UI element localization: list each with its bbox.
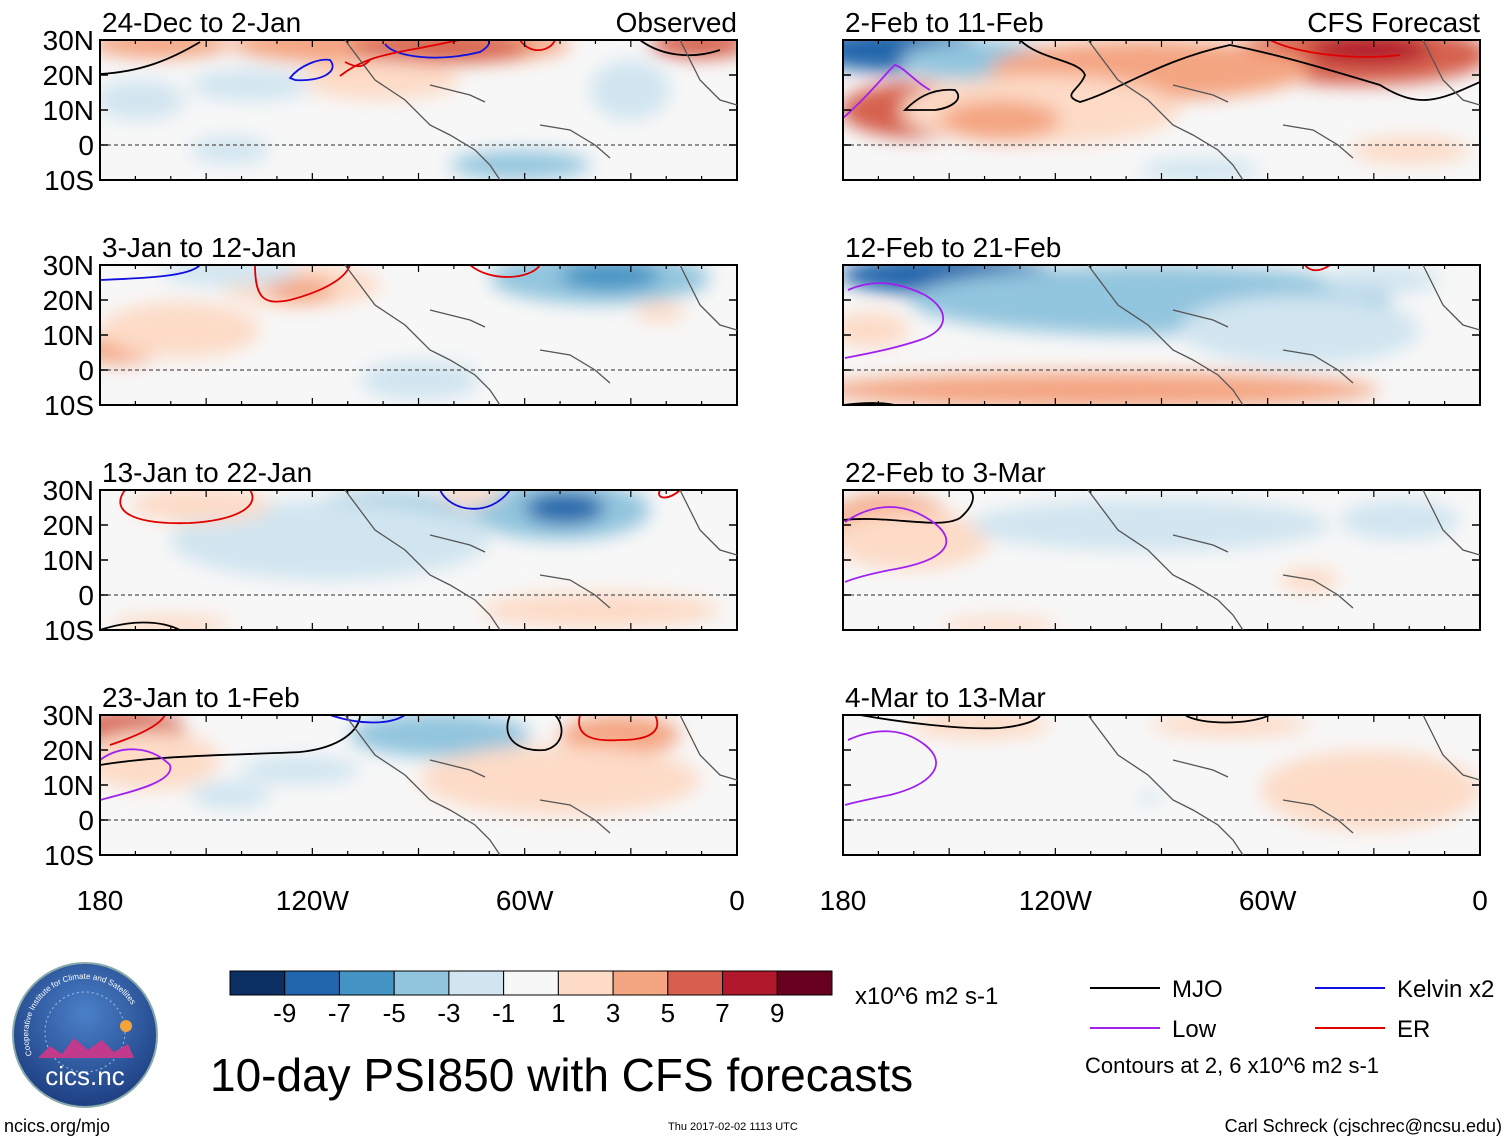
coastline [344,715,737,855]
cics-logo: Cooperative Institute for Climate and Sa… [12,962,158,1108]
legend-label: Kelvin x2 [1397,976,1494,1003]
y-tick-label: 20N [43,735,94,766]
footer-author: Carl Schreck (cjschrec@ncsu.edu) [1224,1116,1502,1136]
panel-label: 12-Feb to 21-Feb [845,232,1061,263]
panel-22feb-3mar [842,489,1481,631]
colorbar-swatch [338,970,395,996]
y-tick-label: 20N [43,285,94,316]
y-tick-label: 10N [43,320,94,351]
y-tick-label: 0 [78,805,94,836]
panel-12feb-21feb [842,264,1481,406]
colorbar-swatch [448,970,505,996]
coastline [344,265,737,405]
coastline [344,490,737,630]
colorbar-swatch [667,970,724,996]
panel-24dec-2jan [99,39,738,181]
main-title: 10-day PSI850 with CFS forecasts [210,1049,914,1101]
x-tick-label: 120W [1019,885,1093,916]
colorbar-swatch [557,970,614,996]
x-tick-label: 0 [729,885,745,916]
colorbar-tick-label: 7 [715,998,729,1028]
colorbar-swatch [503,970,559,996]
colorbar-swatch [776,970,833,996]
colorbar-tick-label: -1 [492,998,515,1028]
x-tick-label: 180 [77,885,124,916]
y-tick-label: 10N [43,545,94,576]
colorbar-tick-label: -5 [383,998,406,1028]
y-tick-label: 10S [44,615,94,646]
column-title: CFS Forecast [1307,7,1480,38]
y-tick-label: 10S [44,840,94,871]
colorbar: -9 -7 -5 -3 -1 1 3 5 7 9 [229,970,833,1028]
panel-3jan-12jan [99,264,738,406]
legend-label: Low [1172,1016,1217,1043]
colorbar-tick-label: 5 [661,998,675,1028]
y-tick-label: 10S [44,165,94,196]
colorbar-units: x10^6 m2 s-1 [855,983,999,1010]
coastline [344,40,737,180]
coastline [1087,490,1480,630]
y-tick-label: 20N [43,510,94,541]
panel-label: 24-Dec to 2-Jan [102,7,301,38]
coastline [1087,265,1480,405]
y-tick-label: 30N [43,475,94,506]
y-tick-label: 30N [43,700,94,731]
colorbar-tick-label: 9 [770,998,784,1028]
x-tick-label: 180 [820,885,867,916]
legend-label: ER [1397,1016,1430,1043]
legend: MJO Kelvin x2 Low ER [1090,976,1494,1043]
colorbar-tick-label: 3 [606,998,620,1028]
colorbar-swatch [393,970,450,996]
panel-4mar-13mar [842,714,1481,856]
logo-text: cics.nc [45,1061,124,1091]
colorbar-swatch [612,970,669,996]
coastline [1087,715,1480,855]
panel-23jan-1feb [99,714,738,856]
x-tick-label: 60W [1239,885,1297,916]
colorbar-tick-label: -9 [273,998,296,1028]
footer-timestamp: Thu 2017-02-02 1113 UTC [668,1121,798,1133]
panel-label: 2-Feb to 11-Feb [845,7,1044,38]
colorbar-swatch [229,970,286,996]
panel-2feb-11feb [842,39,1481,181]
column-title: Observed [616,7,737,38]
panel-label: 3-Jan to 12-Jan [102,232,297,263]
x-tick-label: 120W [276,885,350,916]
colorbar-tick-label: -3 [437,998,460,1028]
y-tick-label: 20N [43,60,94,91]
colorbar-tick-label: 1 [551,998,565,1028]
panel-label: 23-Jan to 1-Feb [102,682,300,713]
y-tick-label: 0 [78,130,94,161]
colorbar-swatch [722,970,778,996]
x-tick-label: 60W [496,885,554,916]
y-tick-label: 30N [43,25,94,56]
panel-label: 4-Mar to 13-Mar [845,682,1046,713]
panel-13jan-22jan [99,489,738,631]
panel-label: 13-Jan to 22-Jan [102,457,312,488]
y-tick-label: 30N [43,250,94,281]
contour-note: Contours at 2, 6 x10^6 m2 s-1 [1085,1053,1380,1078]
footer-url-link[interactable]: ncics.org/mjo [4,1116,111,1136]
colorbar-swatch [284,970,340,996]
y-tick-label: 10N [43,770,94,801]
coastline [1087,40,1480,180]
y-tick-label: 0 [78,580,94,611]
y-tick-label: 10N [43,95,94,126]
y-tick-label: 0 [78,355,94,386]
colorbar-tick-label: -7 [328,998,351,1028]
y-tick-label: 10S [44,390,94,421]
panel-label: 22-Feb to 3-Mar [845,457,1046,488]
legend-label: MJO [1172,976,1223,1003]
x-tick-label: 0 [1472,885,1488,916]
